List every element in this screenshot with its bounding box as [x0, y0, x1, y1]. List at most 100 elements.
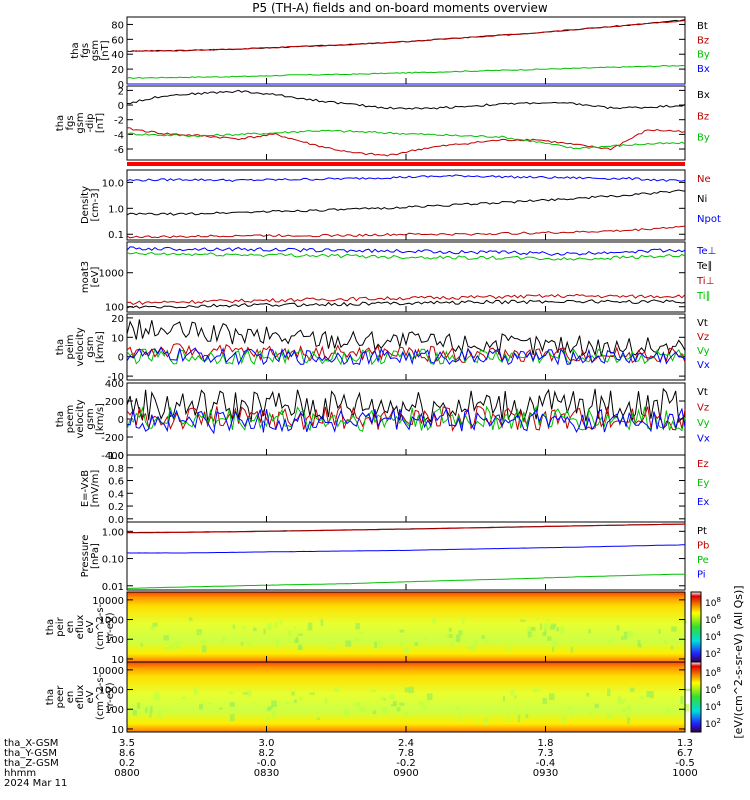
series-pe-line — [127, 573, 686, 589]
series-ti-line — [126, 251, 686, 261]
panel-frame — [126, 454, 686, 523]
x-row-label: tha_Z-GSM — [4, 758, 59, 769]
spectrogram-texture — [455, 707, 461, 710]
y-axis-label: (cm^2-s- — [95, 603, 106, 650]
spectrogram-texture — [527, 631, 532, 638]
spectrogram-texture — [548, 693, 555, 701]
spectrogram-texture — [546, 618, 551, 622]
series-bt-line — [126, 19, 686, 53]
legend-vx: Vx — [697, 360, 710, 371]
spectrogram-texture — [265, 717, 270, 721]
y-tick-label: -400 — [101, 451, 124, 462]
spectrogram-texture — [201, 640, 206, 644]
y-axis-label: peer — [55, 685, 66, 709]
panel-5: -10 0 10 20 tha peim velocity gsm [km/s] Vt Vz Vy Vx — [55, 313, 710, 383]
panel-frame — [126, 169, 686, 241]
y-tick-label: 100 — [105, 303, 124, 314]
spectrogram-texture — [627, 631, 634, 638]
y-axis-label: [cm-3] — [90, 188, 101, 221]
y-tick-label: 60 — [111, 35, 124, 46]
spectrogram-texture — [570, 646, 574, 653]
spectrogram-texture — [267, 706, 273, 709]
spectrogram-texture — [221, 636, 226, 642]
spectrogram-texture — [637, 640, 641, 647]
spectrogram-texture — [530, 633, 535, 637]
legend-ey: Ey — [697, 478, 709, 489]
colorbar-strip — [690, 591, 702, 663]
spectrogram-texture — [334, 687, 340, 693]
y-axis-label: gsm — [85, 336, 96, 357]
series-npot-line — [126, 174, 686, 182]
spectrogram-texture — [291, 691, 296, 696]
spectrogram-texture — [426, 693, 433, 701]
y-axis-label: E=-VxB — [80, 470, 91, 507]
y-axis-label: eV — [85, 620, 96, 633]
y-axis-label: tha — [70, 42, 81, 58]
spectrogram-texture — [482, 717, 489, 726]
spectrogram-texture — [399, 642, 403, 647]
spectrogram-texture — [424, 637, 428, 640]
y-tick-label: 0.6 — [108, 477, 124, 488]
y-tick-label: 10000 — [92, 666, 124, 677]
y-tick-label: 0 — [118, 353, 124, 364]
spectrogram-texture — [247, 690, 252, 697]
spectrogram-texture — [252, 627, 257, 632]
x-row-label: tha_Y-GSM — [4, 748, 57, 759]
y-axis-label: velocity — [75, 327, 86, 366]
spectrogram-texture — [271, 700, 277, 707]
series-vx-line — [126, 346, 686, 366]
spectrogram-texture — [372, 710, 377, 715]
series-vt-line — [126, 387, 686, 424]
y-tick-label: -200 — [101, 433, 124, 444]
spectrogram-texture — [517, 714, 521, 723]
colorbar-tick-label: 102 — [705, 717, 721, 730]
x-tick-label-t: 0830 — [254, 768, 279, 779]
spectrogram-texture — [207, 702, 212, 705]
series-pb-line — [126, 523, 686, 534]
legend-bt: Bt — [697, 21, 708, 32]
panel-7: 0.0 0.2 0.40.6 0.8 1.0 E=-VxB [mV/m] Ez Ey Ex — [80, 451, 709, 526]
spectrogram-texture — [448, 634, 453, 638]
y-tick-label: 0.01 — [102, 582, 124, 593]
y-tick-label: 0.10 — [102, 555, 124, 566]
y-axis-label: eflux — [75, 615, 86, 640]
spectrogram-texture — [355, 702, 360, 708]
spectrogram-texture — [136, 702, 141, 709]
spectrogram-texture — [188, 617, 193, 621]
spectrogram-texture — [537, 687, 540, 692]
spectrogram-texture — [145, 706, 151, 710]
spectrogram-texture — [530, 626, 536, 632]
y-axis-label: [nT] — [95, 113, 106, 133]
spectrogram-texture — [607, 688, 611, 697]
legend-ti: Ti⊥ — [696, 276, 714, 287]
spectrogram-texture — [542, 631, 546, 637]
colorbar-tick-label: 102 — [705, 647, 721, 660]
spectrogram-texture — [228, 691, 235, 695]
spectrogram-texture — [649, 691, 654, 699]
spectrogram-texture — [458, 715, 461, 722]
colorbar-tick-label: 106 — [705, 683, 721, 696]
spectrogram-texture — [639, 696, 645, 699]
spectrogram-texture — [594, 703, 600, 709]
series-pi-line — [126, 544, 686, 554]
x-tick-label-z: -0.5 — [675, 758, 695, 769]
spectrogram-image — [127, 662, 685, 732]
x-tick-label-t: 0930 — [533, 768, 558, 779]
x-tick-label-x: 2.4 — [398, 738, 414, 749]
series-by-line — [126, 64, 686, 79]
y-axis-label: [km/s] — [95, 331, 106, 363]
y-tick-label: 1000 — [99, 616, 124, 627]
x-tick-label-z: 0.2 — [119, 758, 135, 769]
spectrogram-texture — [408, 686, 414, 694]
y-tick-label: 100 — [105, 635, 124, 646]
y-tick-label: 0 — [118, 101, 124, 112]
spectrogram-texture — [404, 687, 410, 693]
spectrogram-texture — [683, 703, 690, 712]
y-axis-label: eflux — [75, 685, 86, 710]
legend-pt: Pt — [697, 526, 707, 537]
spectrogram-texture — [670, 646, 674, 650]
spectrogram-texture — [378, 640, 382, 649]
spectrogram-texture — [389, 694, 395, 700]
